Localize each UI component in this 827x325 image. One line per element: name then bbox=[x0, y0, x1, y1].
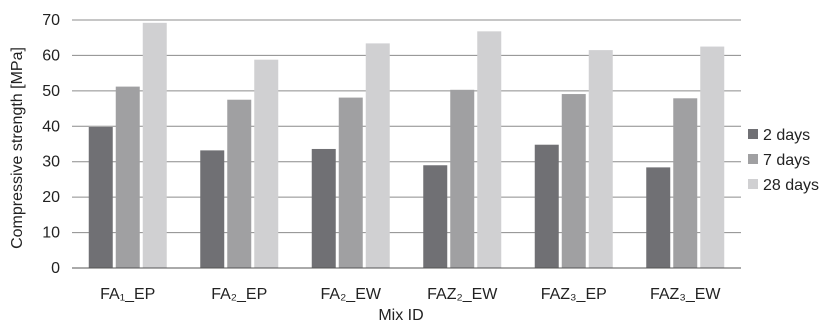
bar-28-days bbox=[254, 59, 279, 269]
legend-swatch bbox=[748, 154, 758, 164]
legend-label: 7 days bbox=[763, 152, 810, 169]
bar-2-days bbox=[88, 126, 113, 268]
x-axis-title: Mix ID bbox=[378, 307, 423, 324]
y-tick-label: 70 bbox=[42, 12, 60, 29]
bar-7-days bbox=[115, 86, 140, 268]
y-tick-label: 40 bbox=[42, 118, 60, 135]
bar-28-days bbox=[477, 31, 502, 268]
bar-7-days bbox=[561, 94, 586, 268]
legend-swatch bbox=[748, 129, 758, 139]
x-tick-label: FA₁_EP bbox=[100, 286, 155, 303]
bar-7-days bbox=[673, 98, 698, 268]
bar-2-days bbox=[423, 165, 448, 268]
y-tick-label: 20 bbox=[42, 189, 60, 206]
bar-2-days bbox=[534, 144, 559, 268]
bar-2-days bbox=[200, 150, 225, 268]
bars bbox=[88, 22, 725, 269]
y-tick-label: 50 bbox=[42, 83, 60, 100]
bar-7-days bbox=[227, 99, 252, 268]
x-tick-label: FA₂_EP bbox=[211, 286, 267, 303]
legend-label: 28 days bbox=[763, 177, 819, 194]
x-tick-labels: FA₁_EP FA₂_EP FA₂_EW FAZ₂_EW FAZ₃_EP FAZ₃_EW bbox=[100, 286, 721, 303]
y-tick-labels: 0 10 20 30 40 50 60 70 bbox=[42, 12, 60, 277]
legend-label: 2 days bbox=[763, 127, 810, 144]
bar-2-days bbox=[311, 148, 336, 268]
bar-28-days bbox=[700, 46, 725, 269]
bar-7-days bbox=[450, 89, 475, 269]
x-tick-label: FAZ₂_EW bbox=[427, 286, 498, 303]
x-tick-label: FAZ₃_EP bbox=[541, 286, 607, 303]
x-tick-label: FA₂_EW bbox=[321, 286, 382, 303]
bar-2-days bbox=[646, 167, 671, 268]
y-tick-label: 0 bbox=[51, 260, 60, 277]
legend: 2 days 7 days 28 days bbox=[748, 127, 819, 194]
gridlines bbox=[72, 19, 741, 234]
x-tick-label: FAZ₃_EW bbox=[650, 286, 721, 303]
bar-28-days bbox=[588, 50, 613, 268]
bar-28-days bbox=[365, 43, 390, 268]
y-tick-label: 60 bbox=[42, 47, 60, 64]
bar-7-days bbox=[338, 97, 363, 269]
y-axis-title: Compressive strength [MPa] bbox=[9, 47, 26, 249]
legend-swatch bbox=[748, 179, 758, 189]
y-tick-label: 30 bbox=[42, 154, 60, 171]
bar-28-days bbox=[142, 22, 167, 268]
y-tick-label: 10 bbox=[42, 225, 60, 242]
